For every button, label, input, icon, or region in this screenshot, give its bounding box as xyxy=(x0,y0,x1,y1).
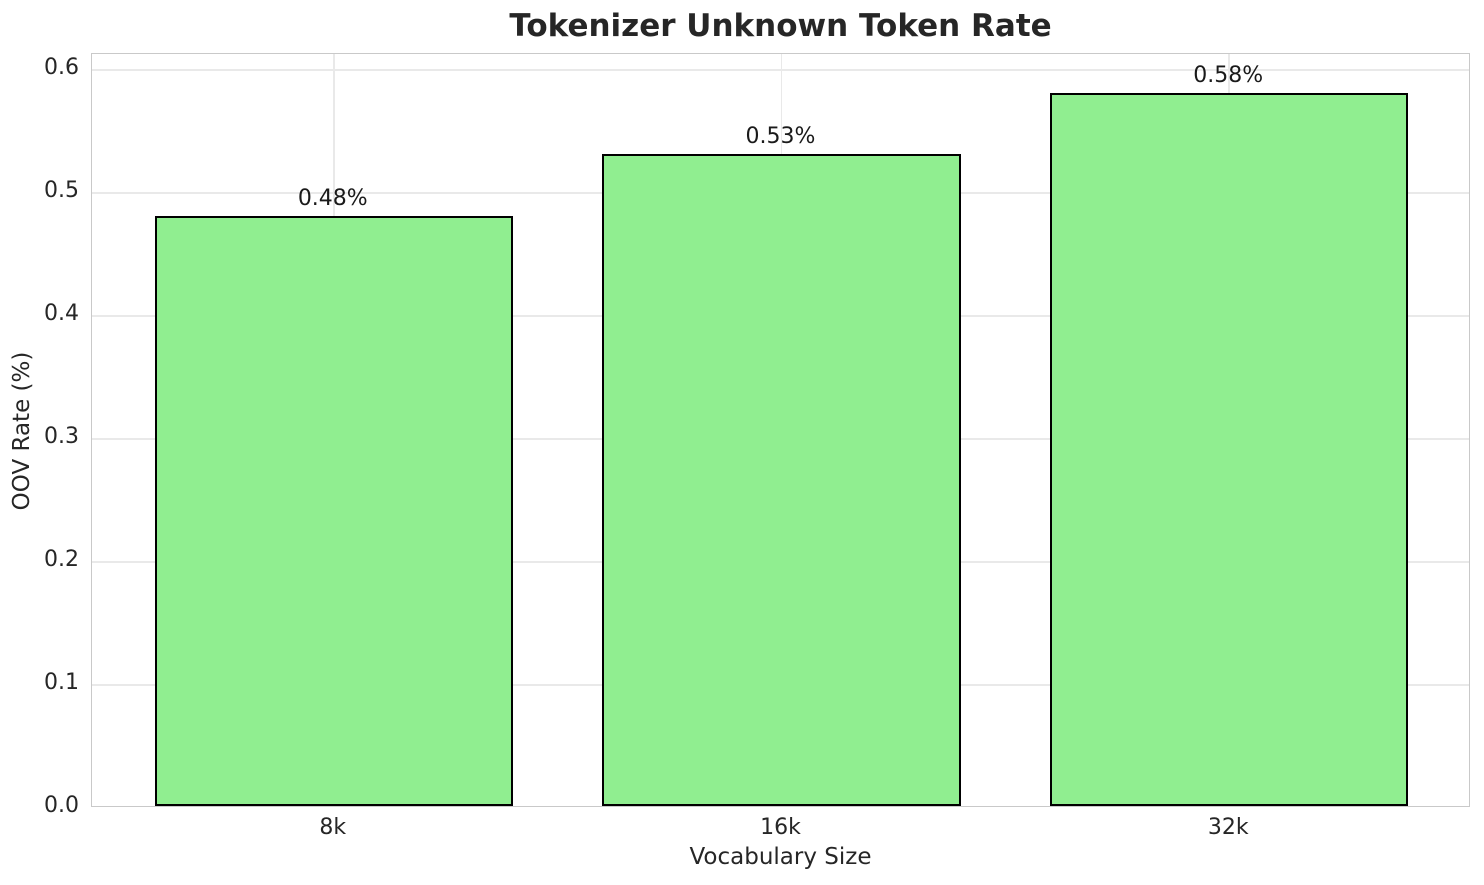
y-tick-label: 0.6 xyxy=(44,54,79,80)
bar-value-label: 0.58% xyxy=(1193,62,1264,88)
gridline-horizontal xyxy=(92,69,1469,71)
y-tick-label: 0.1 xyxy=(44,669,79,695)
x-tick-label: 32k xyxy=(1207,815,1249,840)
y-tick-label: 0.4 xyxy=(44,300,79,326)
chart-title: Tokenizer Unknown Token Rate xyxy=(509,8,1052,44)
y-tick-label: 0.2 xyxy=(44,546,79,572)
x-axis-label: Vocabulary Size xyxy=(689,844,872,870)
x-tick-label: 16k xyxy=(760,815,801,840)
bar-value-label: 0.53% xyxy=(745,124,816,150)
bar-value-label: 0.48% xyxy=(297,185,368,211)
bar xyxy=(1050,92,1409,806)
bar xyxy=(154,215,513,806)
bar xyxy=(602,154,961,806)
y-tick-label: 0.5 xyxy=(44,177,79,203)
y-tick-label: 0.3 xyxy=(44,423,79,449)
plot-area xyxy=(91,53,1470,807)
y-tick-label: 0.0 xyxy=(44,793,79,818)
x-tick-label: 8k xyxy=(319,815,347,840)
